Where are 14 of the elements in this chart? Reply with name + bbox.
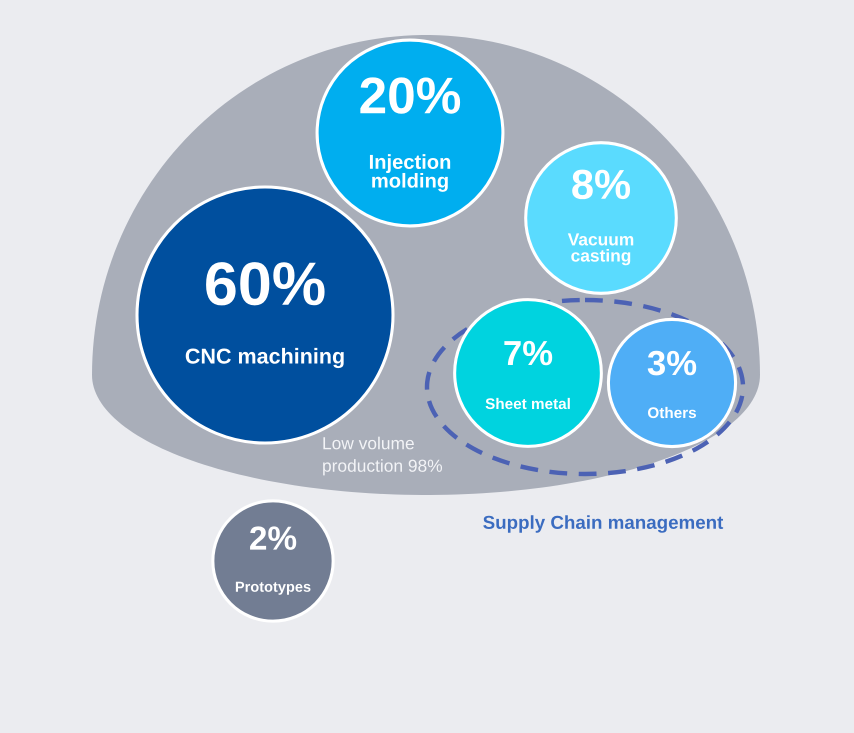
data-label: 7% <box>504 340 552 366</box>
data-label: 3% <box>648 350 696 376</box>
data-label: 60% <box>206 262 325 306</box>
text: Supply Chain management <box>483 515 724 533</box>
category-label: CNC machining <box>186 348 344 368</box>
text: Low volume production 98% <box>323 436 442 476</box>
category-label: Prototypes <box>236 582 310 595</box>
category-label: Vacuum casting <box>568 233 634 266</box>
category-label: Injection molding <box>370 154 450 192</box>
data-label: 20% <box>360 77 460 114</box>
category-label: Sheet metal <box>486 398 570 410</box>
category-label: Others <box>648 406 696 418</box>
data-label: 2% <box>250 526 296 550</box>
data-label: 8% <box>572 170 630 200</box>
